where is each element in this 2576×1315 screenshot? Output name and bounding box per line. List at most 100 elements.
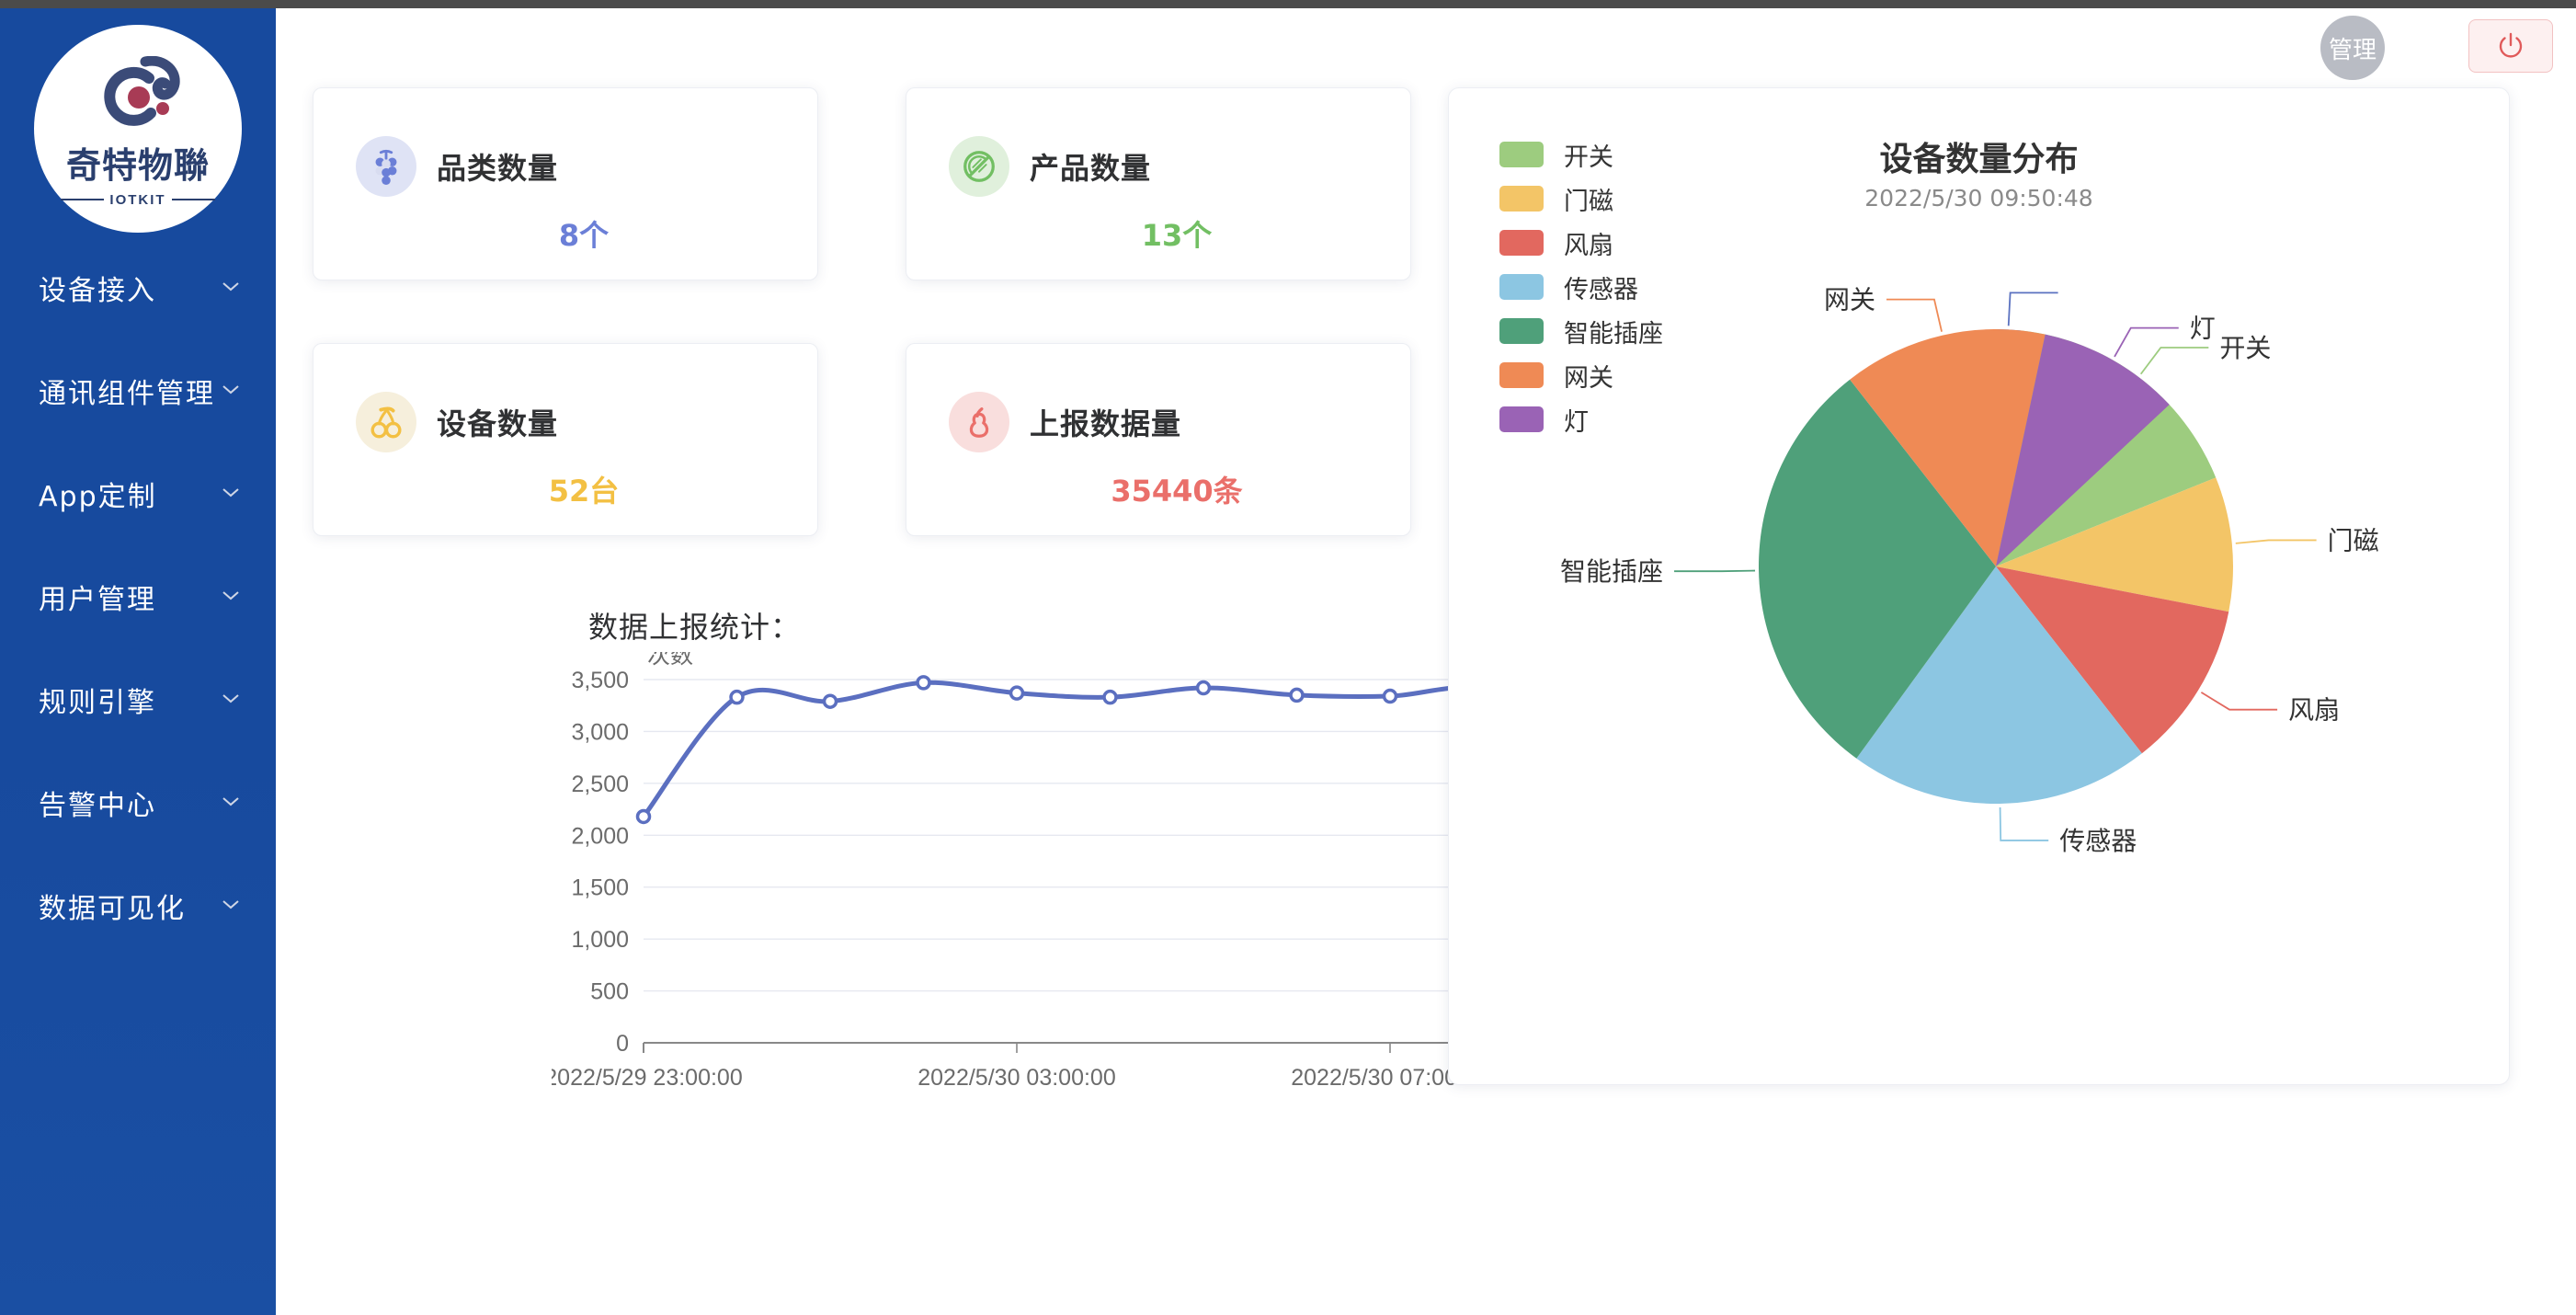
- stat-card-title: 产品数量: [1030, 151, 1152, 186]
- legend-item-light[interactable]: 灯: [1499, 397, 1663, 441]
- pie-slice-传感器[interactable]: [1856, 566, 2142, 804]
- legend-swatch: [1499, 406, 1544, 432]
- legend-label: 风扇: [1564, 231, 1613, 260]
- pie-chart-timestamp: 2022/5/30 09:50:48: [1864, 185, 2093, 212]
- sidebar: 奇特物聯 IOTKIT 设备接入 通讯组件管理 App定制: [0, 8, 276, 1315]
- pie-chart-title: 设备数量分布: [1879, 141, 2079, 178]
- legend-swatch: [1499, 274, 1544, 300]
- lime-icon: [949, 136, 1009, 197]
- chevron-down-icon: [222, 591, 239, 600]
- chevron-down-icon: [222, 694, 239, 703]
- line-chart-heading: 数据上报统计：: [588, 610, 802, 645]
- x-axis-tick-label: 2022/5/29 23:00:00: [552, 1065, 743, 1091]
- sidebar-item-comm-component-mgmt[interactable]: 通讯组件管理: [0, 339, 276, 442]
- pie-slice-门磁[interactable]: [1996, 477, 2233, 612]
- legend-item-fan[interactable]: 风扇: [1499, 221, 1663, 265]
- legend-swatch: [1499, 186, 1544, 212]
- line-data-point: [729, 689, 745, 705]
- legend-swatch: [1499, 230, 1544, 256]
- y-axis-tick-label: 500: [590, 979, 629, 1005]
- pie-slice-label: 灯: [2190, 314, 2216, 344]
- stat-card-reported-data-count[interactable]: 上报数据量 35440条: [906, 343, 1411, 536]
- pie-slice-风扇[interactable]: [1996, 566, 2229, 754]
- stat-card-header: 产品数量: [949, 136, 1151, 197]
- pie-slice-label: 门磁: [2328, 525, 2379, 555]
- legend-item-sensor[interactable]: 传感器: [1499, 265, 1663, 309]
- legend-item-switch[interactable]: 开关: [1499, 132, 1663, 177]
- pie-slice-label: 智能插座: [1560, 556, 1663, 587]
- legend-label: 灯: [1564, 407, 1589, 437]
- sidebar-item-label: 规则引擎: [39, 687, 156, 719]
- stat-card-product-count[interactable]: 产品数量 13个: [906, 87, 1411, 280]
- pie-leader-line: [2007, 292, 2058, 326]
- line-data-point: [916, 675, 931, 691]
- chevron-down-icon: [222, 900, 239, 909]
- brand-name-en: IOTKIT: [109, 191, 166, 208]
- pear-icon: [949, 392, 1009, 452]
- stat-card-value: 35440条: [1111, 474, 1243, 509]
- y-axis-tick-label: 1,500: [571, 875, 629, 901]
- line-chart[interactable]: 0 500 1,000 1,500 2,000 2,500 3,000 3,500 2022/5…: [552, 652, 1710, 1130]
- legend-label: 开关: [1564, 143, 1613, 172]
- stat-card-header: 上报数据量: [949, 392, 1181, 452]
- line-data-point: [1382, 688, 1398, 704]
- stat-card-title: 设备数量: [437, 406, 559, 441]
- pie-leader-line: [2200, 692, 2278, 711]
- power-icon: [2495, 30, 2526, 62]
- stat-card-title: 上报数据量: [1030, 406, 1182, 441]
- line-data-point: [1289, 687, 1305, 703]
- pie-slice-label: 开关: [2219, 333, 2271, 363]
- legend-label: 门磁: [1564, 187, 1613, 216]
- chevron-down-icon: [222, 282, 239, 292]
- legend-item-smart-plug[interactable]: 智能插座: [1499, 309, 1663, 353]
- sidebar-item-alarm-center[interactable]: 告警中心: [0, 751, 276, 854]
- header-actions: 管理: [2061, 8, 2576, 87]
- y-axis-tick-label: 0: [616, 1031, 629, 1057]
- stat-card-header: 设备数量: [356, 392, 558, 452]
- line-data-point: [1102, 689, 1118, 705]
- sidebar-item-label: 用户管理: [39, 584, 156, 616]
- sidebar-item-label: App定制: [39, 481, 157, 513]
- pie-chart[interactable]: 开关 门磁 风扇 传感器 智能插座 网关灯: [1449, 199, 2511, 1026]
- stat-card-category-count[interactable]: 品类数量 8个: [313, 87, 818, 280]
- legend-swatch: [1499, 362, 1544, 388]
- pie-slice-label: 风扇: [2288, 695, 2340, 726]
- brand-logo[interactable]: 奇特物聯 IOTKIT: [26, 17, 250, 241]
- window-top-bar: [0, 0, 2576, 8]
- pie-leader-line: [2114, 326, 2179, 358]
- pie-slice-网关[interactable]: [1850, 329, 2046, 566]
- sidebar-item-label: 通讯组件管理: [39, 378, 215, 410]
- y-axis-tick-label: 2,000: [571, 823, 629, 849]
- chevron-down-icon: [222, 797, 239, 806]
- y-axis-tick-label: 2,500: [571, 772, 629, 797]
- pie-slice-灯[interactable]: [1996, 334, 2170, 566]
- pie-slice-智能插座[interactable]: [1759, 379, 1996, 759]
- y-axis-tick-label: 3,000: [571, 719, 629, 745]
- stat-card-title: 品类数量: [437, 151, 559, 186]
- sidebar-item-app-customization[interactable]: App定制: [0, 442, 276, 545]
- stat-card-device-count[interactable]: 设备数量 52台: [313, 343, 818, 536]
- sidebar-item-device-access[interactable]: 设备接入: [0, 236, 276, 339]
- stat-card-value: 8个: [558, 218, 610, 253]
- sidebar-menu: 设备接入 通讯组件管理 App定制 用户管理 规则引擎: [0, 236, 276, 957]
- logout-button[interactable]: [2468, 19, 2553, 73]
- brand-name-en-row: IOTKIT: [61, 191, 216, 208]
- legend-label: 智能插座: [1564, 319, 1663, 349]
- pie-leader-line: [2139, 347, 2209, 375]
- sidebar-item-user-management[interactable]: 用户管理: [0, 545, 276, 648]
- brand-name-cn: 奇特物聯: [65, 144, 210, 186]
- sidebar-item-rule-engine[interactable]: 规则引擎: [0, 648, 276, 751]
- legend-item-door-sensor[interactable]: 门磁: [1499, 177, 1663, 221]
- legend-item-gateway[interactable]: 网关: [1499, 353, 1663, 397]
- pie-legend: 开关 门磁 风扇 传感器 智能插座 网关: [1499, 132, 1663, 441]
- avatar[interactable]: 管理: [2320, 16, 2385, 80]
- iot-swirl-logo-icon: [94, 55, 182, 133]
- x-axis-tick-label: 2022/5/30 03:00:00: [918, 1065, 1115, 1091]
- pie-slice-label: 传感器: [2059, 826, 2137, 856]
- y-axis-label: 次数: [647, 652, 693, 669]
- pie-leader-line: [2235, 539, 2317, 544]
- stat-card-value: 52台: [548, 474, 620, 509]
- sidebar-item-data-visualization[interactable]: 数据可见化: [0, 854, 276, 957]
- legend-swatch: [1499, 142, 1544, 167]
- stat-card-value: 13个: [1141, 218, 1213, 253]
